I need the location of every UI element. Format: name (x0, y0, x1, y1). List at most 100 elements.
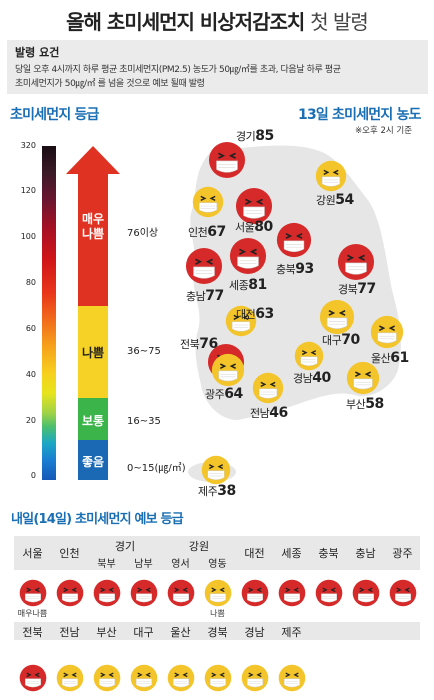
forecast-face-icon (93, 579, 120, 607)
region-value: 77 (205, 288, 224, 304)
face-icon (235, 187, 273, 225)
region-value: 64 (224, 386, 243, 402)
region-label: 인천67 (188, 224, 226, 240)
grade-label: 나쁨 (66, 346, 120, 361)
forecast-face-icon (19, 664, 46, 692)
face-icon (229, 237, 267, 275)
scale-tick-label: 80 (25, 278, 36, 287)
forecast-column-header: 경남 (244, 626, 265, 639)
forecast-column-header: 충북 (318, 547, 339, 560)
forecast-group-header: 경기 (114, 540, 136, 553)
region-label: 대구70 (322, 332, 360, 348)
forecast-face-icon (315, 579, 342, 607)
region-value: 76 (199, 336, 218, 352)
region-name: 부산 (346, 398, 366, 411)
grade-label-line: 나쁨 (81, 227, 105, 241)
forecast-face-icon (167, 579, 194, 607)
region-name: 제주 (198, 485, 218, 498)
forecast-grade-label: 매우나쁨 (17, 609, 48, 618)
forecast-column-header: 서울 (22, 547, 43, 560)
grade-label-line: 매우 (81, 212, 105, 226)
face-icon (315, 160, 347, 192)
grade-label-line: 보통 (81, 414, 105, 428)
forecast-column-header: 남부 (134, 559, 153, 570)
region-label: 전북76 (180, 336, 218, 352)
forecast-face-icon (204, 579, 231, 607)
forecast-column-header: 영서 (171, 559, 190, 570)
face-icon (208, 141, 246, 179)
forecast-column-header: 영동 (208, 559, 227, 570)
region-name: 경남 (293, 372, 313, 385)
face-icon (337, 243, 375, 281)
face-icon (294, 341, 324, 371)
forecast-face-icon (204, 664, 231, 692)
forecast-face-icon (56, 664, 83, 692)
region-name: 인천 (188, 226, 208, 239)
region-name: 경북 (338, 283, 358, 296)
notice-body: 당일 오후 4시까지 하루 평균 초미세먼지(PM2.5) 농도가 50㎍/㎥를… (15, 63, 420, 91)
region-label: 서울80 (235, 219, 273, 235)
scale-tick-label: 40 (25, 370, 36, 379)
face-icon (192, 186, 224, 218)
forecast-face-icon (130, 579, 157, 607)
map-title: 13일 초미세먼지 농도 (298, 107, 421, 123)
region-value: 58 (365, 396, 384, 412)
grade-range: 76이상 (127, 228, 159, 239)
region-label: 경기85 (236, 128, 274, 144)
forecast-column-header: 충남 (355, 547, 376, 560)
forecast-face-icon (241, 664, 268, 692)
forecast-face-icon (56, 579, 83, 607)
face-icon (225, 305, 257, 337)
region-label: 충남77 (186, 288, 224, 304)
region-value: 93 (295, 261, 314, 277)
region-name: 충북 (276, 263, 296, 276)
forecast-face-icon (278, 664, 305, 692)
notice-heading: 발령 요건 (15, 46, 60, 59)
forecast-face-icon (130, 664, 157, 692)
forecast-column-header: 세종 (281, 547, 302, 560)
forecast-grade-label: 나쁨 (210, 609, 225, 618)
region-value: 63 (255, 306, 274, 322)
region-name: 충남 (186, 290, 206, 303)
page-title: 올해 초미세먼지 비상저감조치 첫 발령 (0, 6, 434, 35)
face-icon (185, 247, 223, 285)
forecast-column-header: 울산 (170, 626, 191, 639)
forecast-column-header: 전남 (59, 626, 80, 639)
scale-tick-label: 320 (20, 141, 36, 150)
grade-arrow (66, 146, 120, 480)
region-label: 울산61 (371, 350, 409, 366)
grade-range: 16~35 (127, 416, 161, 427)
forecast-column-header: 광주 (392, 547, 413, 560)
scale-title: 초미세먼지 등급 (10, 107, 99, 123)
scale-tick-label: 120 (20, 186, 36, 195)
title-suffix: 첫 발령 (310, 10, 369, 34)
map-note: ※오후 2시 기준 (355, 126, 413, 136)
region-label: 경북77 (338, 281, 376, 297)
region-name: 대구 (322, 334, 342, 347)
forecast-column-header: 부산 (96, 626, 117, 639)
region-name: 울산 (371, 352, 391, 365)
region-value: 38 (217, 483, 236, 499)
forecast-face-icon (389, 579, 416, 607)
region-name: 서울 (235, 221, 255, 234)
region-value: 80 (254, 219, 273, 235)
forecast-header-row-1 (14, 536, 420, 570)
forecast-header-row-2 (14, 622, 420, 640)
forecast-face-icon (278, 579, 305, 607)
forecast-column-header: 대전 (244, 547, 265, 560)
notice-line-1: 당일 오후 4시까지 하루 평균 초미세먼지(PM2.5) 농도가 50㎍/㎥를… (15, 65, 341, 75)
region-value: 40 (312, 370, 331, 386)
notice-line-2: 초미세먼지가 50㎍/㎥ 를 넘을 것으로 예보 될때 발령 (15, 79, 205, 89)
region-value: 54 (335, 192, 354, 208)
face-icon (201, 455, 231, 485)
region-label: 대전63 (236, 306, 274, 322)
forecast-group-header: 강원 (188, 540, 210, 553)
region-label: 제주38 (198, 483, 236, 499)
grade-label: 매우 나쁨 (66, 212, 120, 242)
scale-tick-label: 100 (20, 232, 36, 241)
forecast-column-header: 인천 (59, 547, 80, 560)
region-name: 대전 (236, 308, 256, 321)
scale-tick-label: 0 (30, 471, 36, 480)
region-name: 전북 (180, 338, 200, 351)
forecast-column-header: 경북 (207, 626, 228, 639)
